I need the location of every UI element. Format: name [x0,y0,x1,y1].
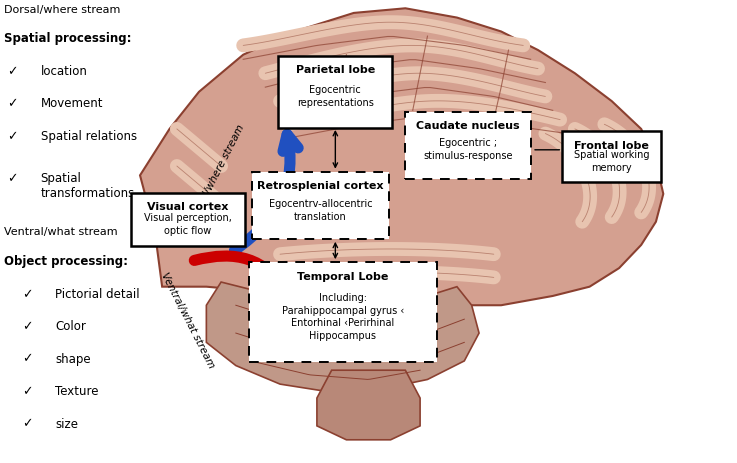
Text: size: size [55,417,78,430]
Text: Temporal Lobe: Temporal Lobe [297,271,388,281]
Text: Visual cortex: Visual cortex [147,202,228,212]
Text: Spatial processing:: Spatial processing: [4,32,131,45]
Text: ✓: ✓ [22,319,32,332]
Text: ✓: ✓ [22,352,32,365]
Text: Pictorial detail: Pictorial detail [55,287,140,300]
Text: Spatial working
memory: Spatial working memory [574,150,649,173]
Text: Color: Color [55,319,86,332]
Text: Ventral/what stream: Ventral/what stream [4,227,117,237]
Text: Frontal lobe: Frontal lobe [574,140,649,150]
Text: ✓: ✓ [7,65,18,78]
Bar [248,263,436,362]
Bar [252,172,389,239]
Text: Including:
Parahippocampal gyrus ‹
Entorhinal ‹Perirhinal
Hippocampus: Including: Parahippocampal gyrus ‹ Entor… [282,292,404,340]
PathPatch shape [140,9,663,306]
Text: Dorsal/where stream: Dorsal/where stream [4,5,120,15]
Text: Egocentric ;
stimulus-response: Egocentric ; stimulus-response [423,138,513,161]
Text: ✓: ✓ [22,287,32,300]
Bar [562,132,661,183]
Text: Egocentrv-allocentric
translation: Egocentrv-allocentric translation [269,198,372,221]
Bar [279,56,392,128]
Text: Egocentric
representations: Egocentric representations [297,85,374,108]
Text: location: location [41,65,88,78]
Text: Caudate nucleus: Caudate nucleus [416,120,520,131]
Text: Ventral/what stream: Ventral/what stream [159,270,217,369]
Text: Visual perception,
optic flow: Visual perception, optic flow [144,212,232,235]
Text: shape: shape [55,352,91,365]
Text: ✓: ✓ [7,171,18,184]
PathPatch shape [317,370,420,440]
Text: Spatial
transformations: Spatial transformations [41,171,135,199]
Text: Dorsal/where stream: Dorsal/where stream [188,123,247,224]
Text: Spatial relations: Spatial relations [41,130,136,143]
Text: ✓: ✓ [22,417,32,430]
Text: Object processing:: Object processing: [4,255,128,268]
PathPatch shape [206,282,479,394]
Bar [131,194,245,246]
Text: Retrosplenial cortex: Retrosplenial cortex [257,181,384,191]
Text: ✓: ✓ [22,384,32,397]
Text: ✓: ✓ [7,130,18,143]
Text: Parietal lobe: Parietal lobe [296,65,375,75]
Bar [405,112,531,179]
Text: Texture: Texture [55,384,99,397]
Text: ✓: ✓ [7,97,18,110]
Text: Movement: Movement [41,97,103,110]
